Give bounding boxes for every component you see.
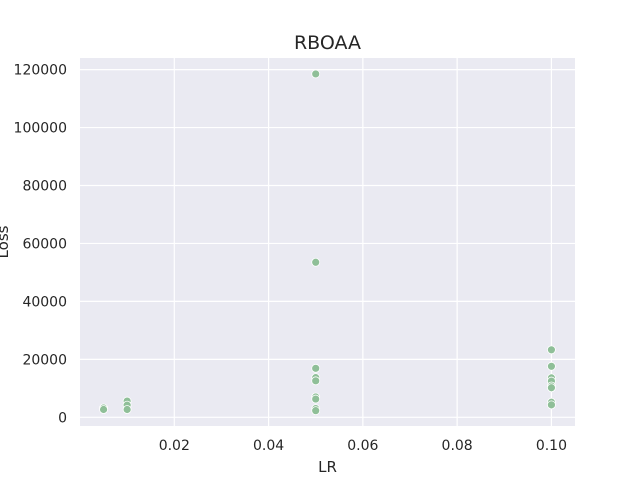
plot-area — [80, 58, 575, 426]
data-point — [547, 361, 556, 371]
x-tick-label: 0.06 — [347, 438, 378, 454]
data-point — [547, 383, 556, 393]
data-point — [311, 394, 321, 404]
chart-title: RBOAA — [294, 32, 361, 54]
data-point — [547, 400, 556, 410]
data-point — [122, 405, 132, 414]
x-tick-label: 0.10 — [536, 438, 567, 454]
data-points — [99, 69, 556, 416]
data-point — [311, 69, 321, 79]
y-tick-label: 120000 — [14, 63, 67, 79]
y-tick-label: 40000 — [22, 294, 67, 310]
x-tick-label: 0.02 — [159, 438, 190, 454]
data-point — [311, 363, 321, 373]
x-axis-label: LR — [318, 458, 337, 476]
data-point — [311, 406, 321, 416]
y-axis-label: Loss — [0, 225, 12, 258]
y-tick-label: 100000 — [14, 121, 67, 137]
x-tick-label: 0.04 — [253, 438, 284, 454]
y-tick-label: 60000 — [22, 236, 67, 252]
y-tick-label: 0 — [58, 410, 67, 426]
data-point — [311, 257, 321, 267]
data-point — [99, 405, 108, 414]
y-tick-label: 20000 — [22, 352, 67, 368]
x-tick-label: 0.08 — [442, 438, 473, 454]
y-tick-label: 80000 — [22, 178, 67, 194]
grid-lines — [80, 58, 575, 426]
data-point — [311, 376, 321, 386]
y-tick-labels: 0 20000 40000 60000 80000 100000 120000 — [14, 63, 67, 427]
x-tick-labels: 0.02 0.04 0.06 0.08 0.10 — [159, 438, 567, 454]
data-point — [547, 345, 556, 355]
